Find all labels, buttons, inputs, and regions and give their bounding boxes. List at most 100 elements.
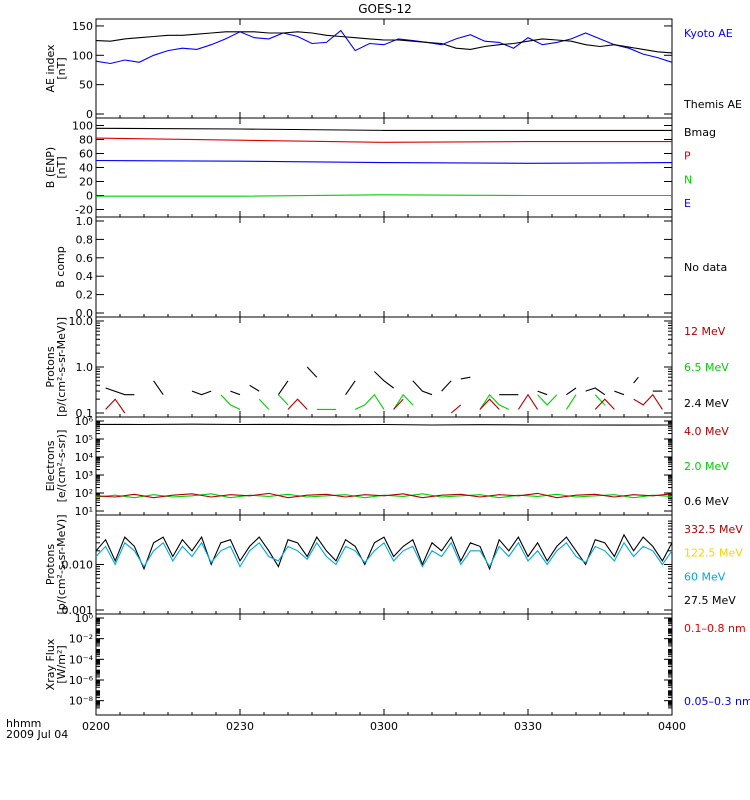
legend-entry: P — [684, 150, 691, 163]
y-tick-label: 1.0 — [76, 215, 94, 228]
series-2-4-mev — [374, 371, 394, 389]
series-bmag — [95, 127, 672, 131]
series-12-mev — [287, 398, 308, 410]
panel-frame — [95, 316, 673, 418]
legend-entry: 27.5 MeV — [684, 594, 736, 607]
series-2-4-mev — [585, 387, 606, 396]
legend-entry: 12 MeV — [684, 325, 726, 338]
y-tick-label: 10³ — [75, 469, 93, 482]
y-tick-label: 150 — [72, 20, 93, 33]
legend-entry: 60 MeV — [684, 570, 726, 583]
series-2-4-mev — [537, 390, 548, 396]
series-2-4-mev — [460, 376, 471, 380]
y-tick-label: 0.010 — [62, 559, 94, 572]
series-2-4-mev — [277, 380, 289, 396]
y-tick-label: 0.2 — [76, 289, 94, 302]
y-tick-label: 10⁻⁶ — [69, 674, 94, 687]
panel-electrons: 10¹ 10² 10³ 10⁴ 10⁵ 10⁶ Electrons[e/(cm²-s-sr)… — [44, 415, 729, 518]
y-tick-label: 50 — [79, 79, 93, 92]
x-tick-label: 0330 — [514, 720, 542, 733]
panel-frame — [95, 613, 673, 716]
series-6-5-mev — [393, 393, 414, 410]
y-axis-label: B comp — [54, 246, 67, 288]
series-12-mev — [479, 398, 500, 410]
series-6-5-mev — [258, 398, 270, 410]
chart-title: GOES-12 — [358, 2, 412, 16]
y-tick-label: 10⁵ — [75, 433, 93, 446]
legend-entry: 332.5 MeV — [684, 523, 743, 536]
y-tick-label: 10.0 — [69, 315, 94, 328]
series-27-5-mev — [95, 533, 673, 571]
series-2-4-mev — [105, 387, 135, 396]
y-axis-label: B (ENP)[nT] — [44, 147, 68, 188]
panel-xray: 10⁻⁸ 10⁻⁶ 10⁻⁴ 10⁻² 10⁰ Xray Flux[W/m²] 0.1–0.… — [44, 612, 750, 716]
y-tick-label: 100 — [72, 49, 93, 62]
legend-entry: 122.5 MeV — [684, 547, 743, 560]
series-6-5-mev — [277, 394, 289, 406]
y-tick-label: 10⁰ — [75, 612, 94, 625]
legend-entry: 0.6 MeV — [684, 495, 729, 508]
series-6-5-mev — [220, 394, 241, 410]
legend-entry: Themis AE — [683, 98, 742, 111]
panel-frame — [95, 18, 673, 119]
panel-bcomp: 0.0 0.2 0.4 0.6 0.8 1.0 B comp No data — [54, 215, 727, 320]
y-tick-label: 60 — [79, 148, 93, 161]
series-2-4-mev — [566, 387, 577, 396]
time-axis-label: hhmm — [6, 717, 41, 730]
x-tick-label: 0200 — [82, 720, 110, 733]
series-6-5-mev — [537, 394, 558, 406]
series-12-mev — [633, 393, 663, 410]
y-tick-label: 1.0 — [76, 361, 94, 374]
y-axis-label: Protons[p/(cm²-s-sr-MeV)] — [44, 515, 68, 615]
series-2-4-mev — [614, 390, 625, 396]
series-6-5-mev — [479, 393, 510, 410]
y-tick-label: 10² — [75, 487, 93, 500]
series-n — [96, 194, 672, 197]
y-tick-label: 80 — [79, 134, 93, 147]
panel-ae: 0 50 100 150 AE index[nT] Kyoto AE Themis AE — [44, 18, 742, 121]
legend-entry: 2.0 MeV — [684, 460, 729, 473]
legend-entry: No data — [684, 261, 727, 274]
y-tick-label: 10⁻⁴ — [69, 653, 94, 666]
series-4-0-mev — [95, 492, 673, 499]
y-tick-label: -20 — [75, 204, 93, 217]
series-12-mev — [517, 393, 539, 410]
date-label: 2009 Jul 04 — [6, 728, 68, 741]
series-6-5-mev — [354, 393, 385, 410]
series-60-mev — [95, 541, 673, 568]
y-tick-label: 0.8 — [76, 233, 94, 246]
y-tick-label: 0.0 — [76, 307, 94, 320]
series-2-4-mev — [191, 390, 212, 396]
legend-entry: E — [684, 197, 691, 210]
legend-entry: Kyoto AE — [684, 27, 733, 40]
y-tick-label: 0.1 — [76, 407, 94, 420]
series-2-4-mev — [441, 380, 452, 392]
series-kyoto-ae — [95, 29, 673, 65]
legend-entry: 0.1–0.8 nm — [684, 622, 746, 635]
y-tick-label: 10⁶ — [75, 415, 94, 428]
series-6-5-mev — [594, 394, 606, 406]
legend-entry: 0.05–0.3 nm — [684, 695, 750, 708]
legend-entry: 6.5 MeV — [684, 361, 729, 374]
y-tick-label: 10⁻⁸ — [69, 695, 94, 708]
series-e — [95, 159, 673, 164]
y-tick-label: 0.4 — [76, 270, 94, 283]
series-2-4-mev — [230, 390, 241, 396]
series-2-4-mev — [306, 366, 318, 378]
y-tick-label: 0.6 — [76, 252, 94, 265]
y-axis-label: Xray Flux[W/m²] — [44, 638, 68, 690]
series-12-mev — [594, 398, 615, 410]
legend-entry: 4.0 MeV — [684, 425, 729, 438]
series-2-4-mev — [249, 384, 260, 392]
series-6-5-mev — [565, 394, 577, 410]
y-tick-label: 100 — [72, 120, 93, 133]
series-p — [95, 137, 672, 143]
series-12-mev — [393, 398, 404, 410]
series-12-mev — [105, 398, 126, 414]
y-tick-label: 20 — [79, 176, 93, 189]
legend-entry: N — [684, 173, 692, 186]
y-axis-label: AE index[nT] — [44, 44, 68, 93]
x-tick-label: 0300 — [370, 720, 398, 733]
